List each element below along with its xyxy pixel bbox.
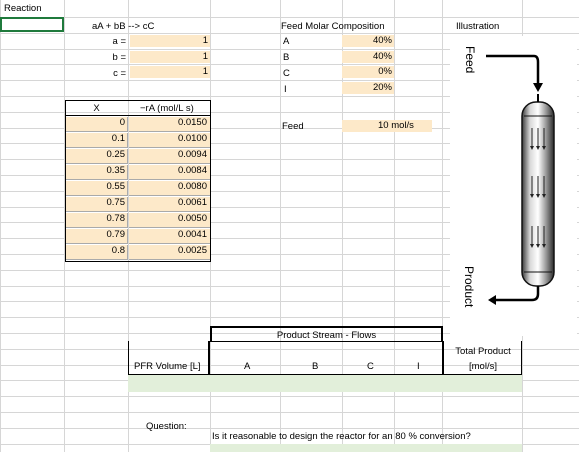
illustration-header: Illustration [456,21,500,32]
product-table-right-box [442,341,522,375]
coef-c-input[interactable]: 1 [130,66,210,78]
species-c-label: C [283,68,290,79]
species-a-value[interactable]: 40% [342,35,394,47]
rate-x-cell[interactable]: 0 [66,117,128,132]
col-x-header: X [93,103,100,114]
col-c-header: C [367,361,374,372]
question-text: Is it reasonable to design the reactor f… [212,431,471,442]
question-label: Question: [146,421,187,432]
rate-x-cell[interactable]: 0.8 [66,245,128,260]
answer-cell[interactable] [210,444,522,452]
rate-x-cell[interactable]: 0.25 [66,149,128,164]
product-stream-header-box [210,326,443,342]
col-b-header: B [312,361,319,372]
col-a-header: A [244,361,251,372]
rate-r-cell[interactable]: 0.0094 [129,149,210,164]
rate-x-cell[interactable]: 0.78 [66,213,128,228]
product-arrow [496,286,540,302]
feed-value[interactable]: 10 mol/s [342,120,432,132]
rate-r-cell[interactable]: 0.0041 [129,229,210,244]
species-a-label: A [283,36,290,47]
species-i-label: I [284,84,287,95]
rate-x-cell[interactable]: 0.55 [66,181,128,196]
rate-x-cell[interactable]: 0.1 [66,133,128,148]
product-arrowhead [488,295,496,305]
product-results-row[interactable] [128,375,522,392]
rate-r-cell[interactable]: 0.0080 [129,181,210,196]
feed-label: Feed [282,121,304,132]
species-c-value[interactable]: 0% [342,66,394,78]
rate-r-cell[interactable]: 0.0150 [129,117,210,132]
total-product-label: Total Product [455,346,511,357]
product-table-left-box [128,341,210,375]
illustration-white [450,36,577,336]
rate-x-cell[interactable]: 0.79 [66,229,128,244]
rate-table-bottom-border [65,261,211,262]
col-i-header: I [417,361,420,372]
coef-a-input[interactable]: 1 [130,35,210,47]
reaction-equation: aA + bB --> cC [92,21,155,32]
rate-r-cell[interactable]: 0.0025 [129,245,210,260]
total-product-units: [mol/s] [469,361,497,372]
species-i-value[interactable]: 20% [342,82,394,94]
flow-arrowheads [530,146,546,248]
species-b-value[interactable]: 40% [342,51,394,63]
rate-x-cell[interactable]: 0.35 [66,165,128,180]
product-stream-header: Product Stream - Flows [276,330,377,341]
feed-arrowhead [533,83,543,92]
rate-x-cell[interactable]: 0.75 [66,197,128,212]
feed-arrow [486,54,540,84]
rate-table-frame [65,116,211,262]
feed-value-text: 10 mol/s [378,120,414,131]
selected-cell[interactable] [0,17,64,32]
pfr-volume-label: PFR Volume [L] [134,361,201,372]
reactor-illustration [486,54,555,305]
species-b-label: B [283,52,290,63]
flow-marks [531,128,545,244]
rate-r-cell[interactable]: 0.0100 [129,133,210,148]
rate-r-cell[interactable]: 0.0050 [129,213,210,228]
sheet-title: Reaction [4,3,42,14]
rate-r-cell[interactable]: 0.0084 [129,165,210,180]
coef-a-label: a = [112,36,126,47]
coef-b-label: b = [112,52,126,63]
rate-r-cell[interactable]: 0.0061 [129,197,210,212]
col-r-header: −rA (mol/L s) [140,103,194,114]
coef-b-input[interactable]: 1 [130,51,210,63]
feed-composition-header: Feed Molar Composition [281,21,385,32]
rate-table-header [65,100,211,116]
coef-c-label: c = [113,68,126,79]
product-table-box [128,341,522,375]
